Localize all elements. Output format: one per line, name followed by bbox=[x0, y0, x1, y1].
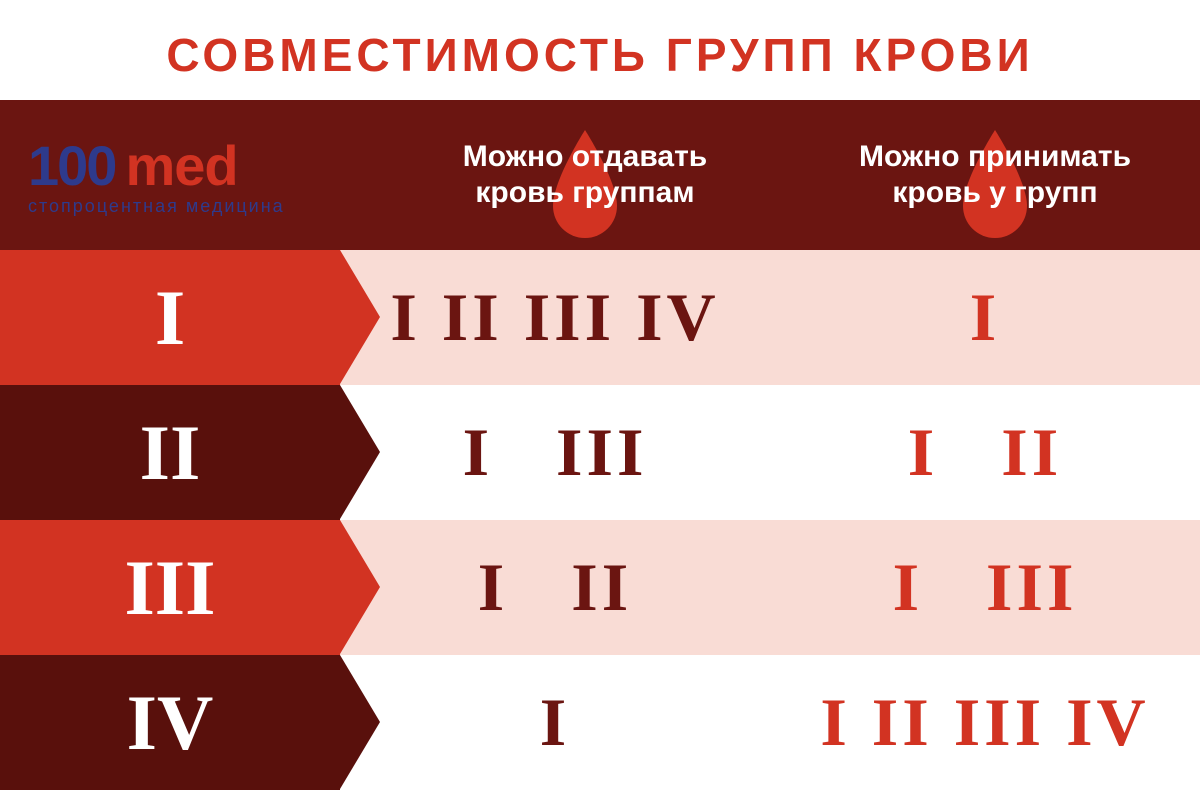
data-rows: II II III IVIIII IIII IIIIII III IIIIVII… bbox=[0, 250, 1200, 790]
row-label-cell: II bbox=[0, 385, 340, 520]
arrow-icon bbox=[340, 250, 380, 384]
give-cell: I II bbox=[340, 520, 770, 655]
table-row: II II III IVI bbox=[0, 250, 1200, 385]
row-label-cell: IV bbox=[0, 655, 340, 790]
table-row: III I III III bbox=[0, 520, 1200, 655]
arrow-icon bbox=[340, 385, 380, 519]
row-label-cell: I bbox=[0, 250, 340, 385]
logo-subtitle: стопроцентная медицина bbox=[28, 196, 380, 217]
table-row: II I IIII II bbox=[0, 385, 1200, 520]
row-label-cell: III bbox=[0, 520, 340, 655]
give-cell: I II III IV bbox=[340, 250, 770, 385]
page-title: СОВМЕСТИМОСТЬ ГРУПП КРОВИ bbox=[0, 0, 1200, 100]
row-label: II bbox=[140, 408, 201, 498]
logo-part-100: 100 bbox=[28, 133, 115, 198]
give-cell: I bbox=[340, 655, 770, 790]
header-col-give: Можно отдавать кровь группам bbox=[380, 100, 790, 250]
row-label: III bbox=[124, 543, 215, 633]
row-label: I bbox=[155, 273, 185, 363]
receive-cell: I II bbox=[770, 385, 1200, 520]
infographic-root: СОВМЕСТИМОСТЬ ГРУПП КРОВИ 100 med стопро… bbox=[0, 0, 1200, 800]
logo: 100 med стопроцентная медицина bbox=[0, 100, 380, 250]
receive-cell: I III bbox=[770, 520, 1200, 655]
header-row: 100 med стопроцентная медицина Можно отд… bbox=[0, 100, 1200, 250]
give-cell: I III bbox=[340, 385, 770, 520]
arrow-icon bbox=[340, 520, 380, 654]
receive-cell: I bbox=[770, 250, 1200, 385]
arrow-icon bbox=[340, 655, 380, 789]
logo-part-med: med bbox=[125, 133, 237, 198]
logo-wordmark: 100 med bbox=[28, 133, 380, 198]
header-receive-label: Можно принимать кровь у групп bbox=[859, 139, 1131, 211]
header-col-receive: Можно принимать кровь у групп bbox=[790, 100, 1200, 250]
row-label: IV bbox=[127, 678, 214, 768]
table-row: IV II II III IV bbox=[0, 655, 1200, 790]
receive-cell: I II III IV bbox=[770, 655, 1200, 790]
header-give-label: Можно отдавать кровь группам bbox=[463, 139, 707, 211]
